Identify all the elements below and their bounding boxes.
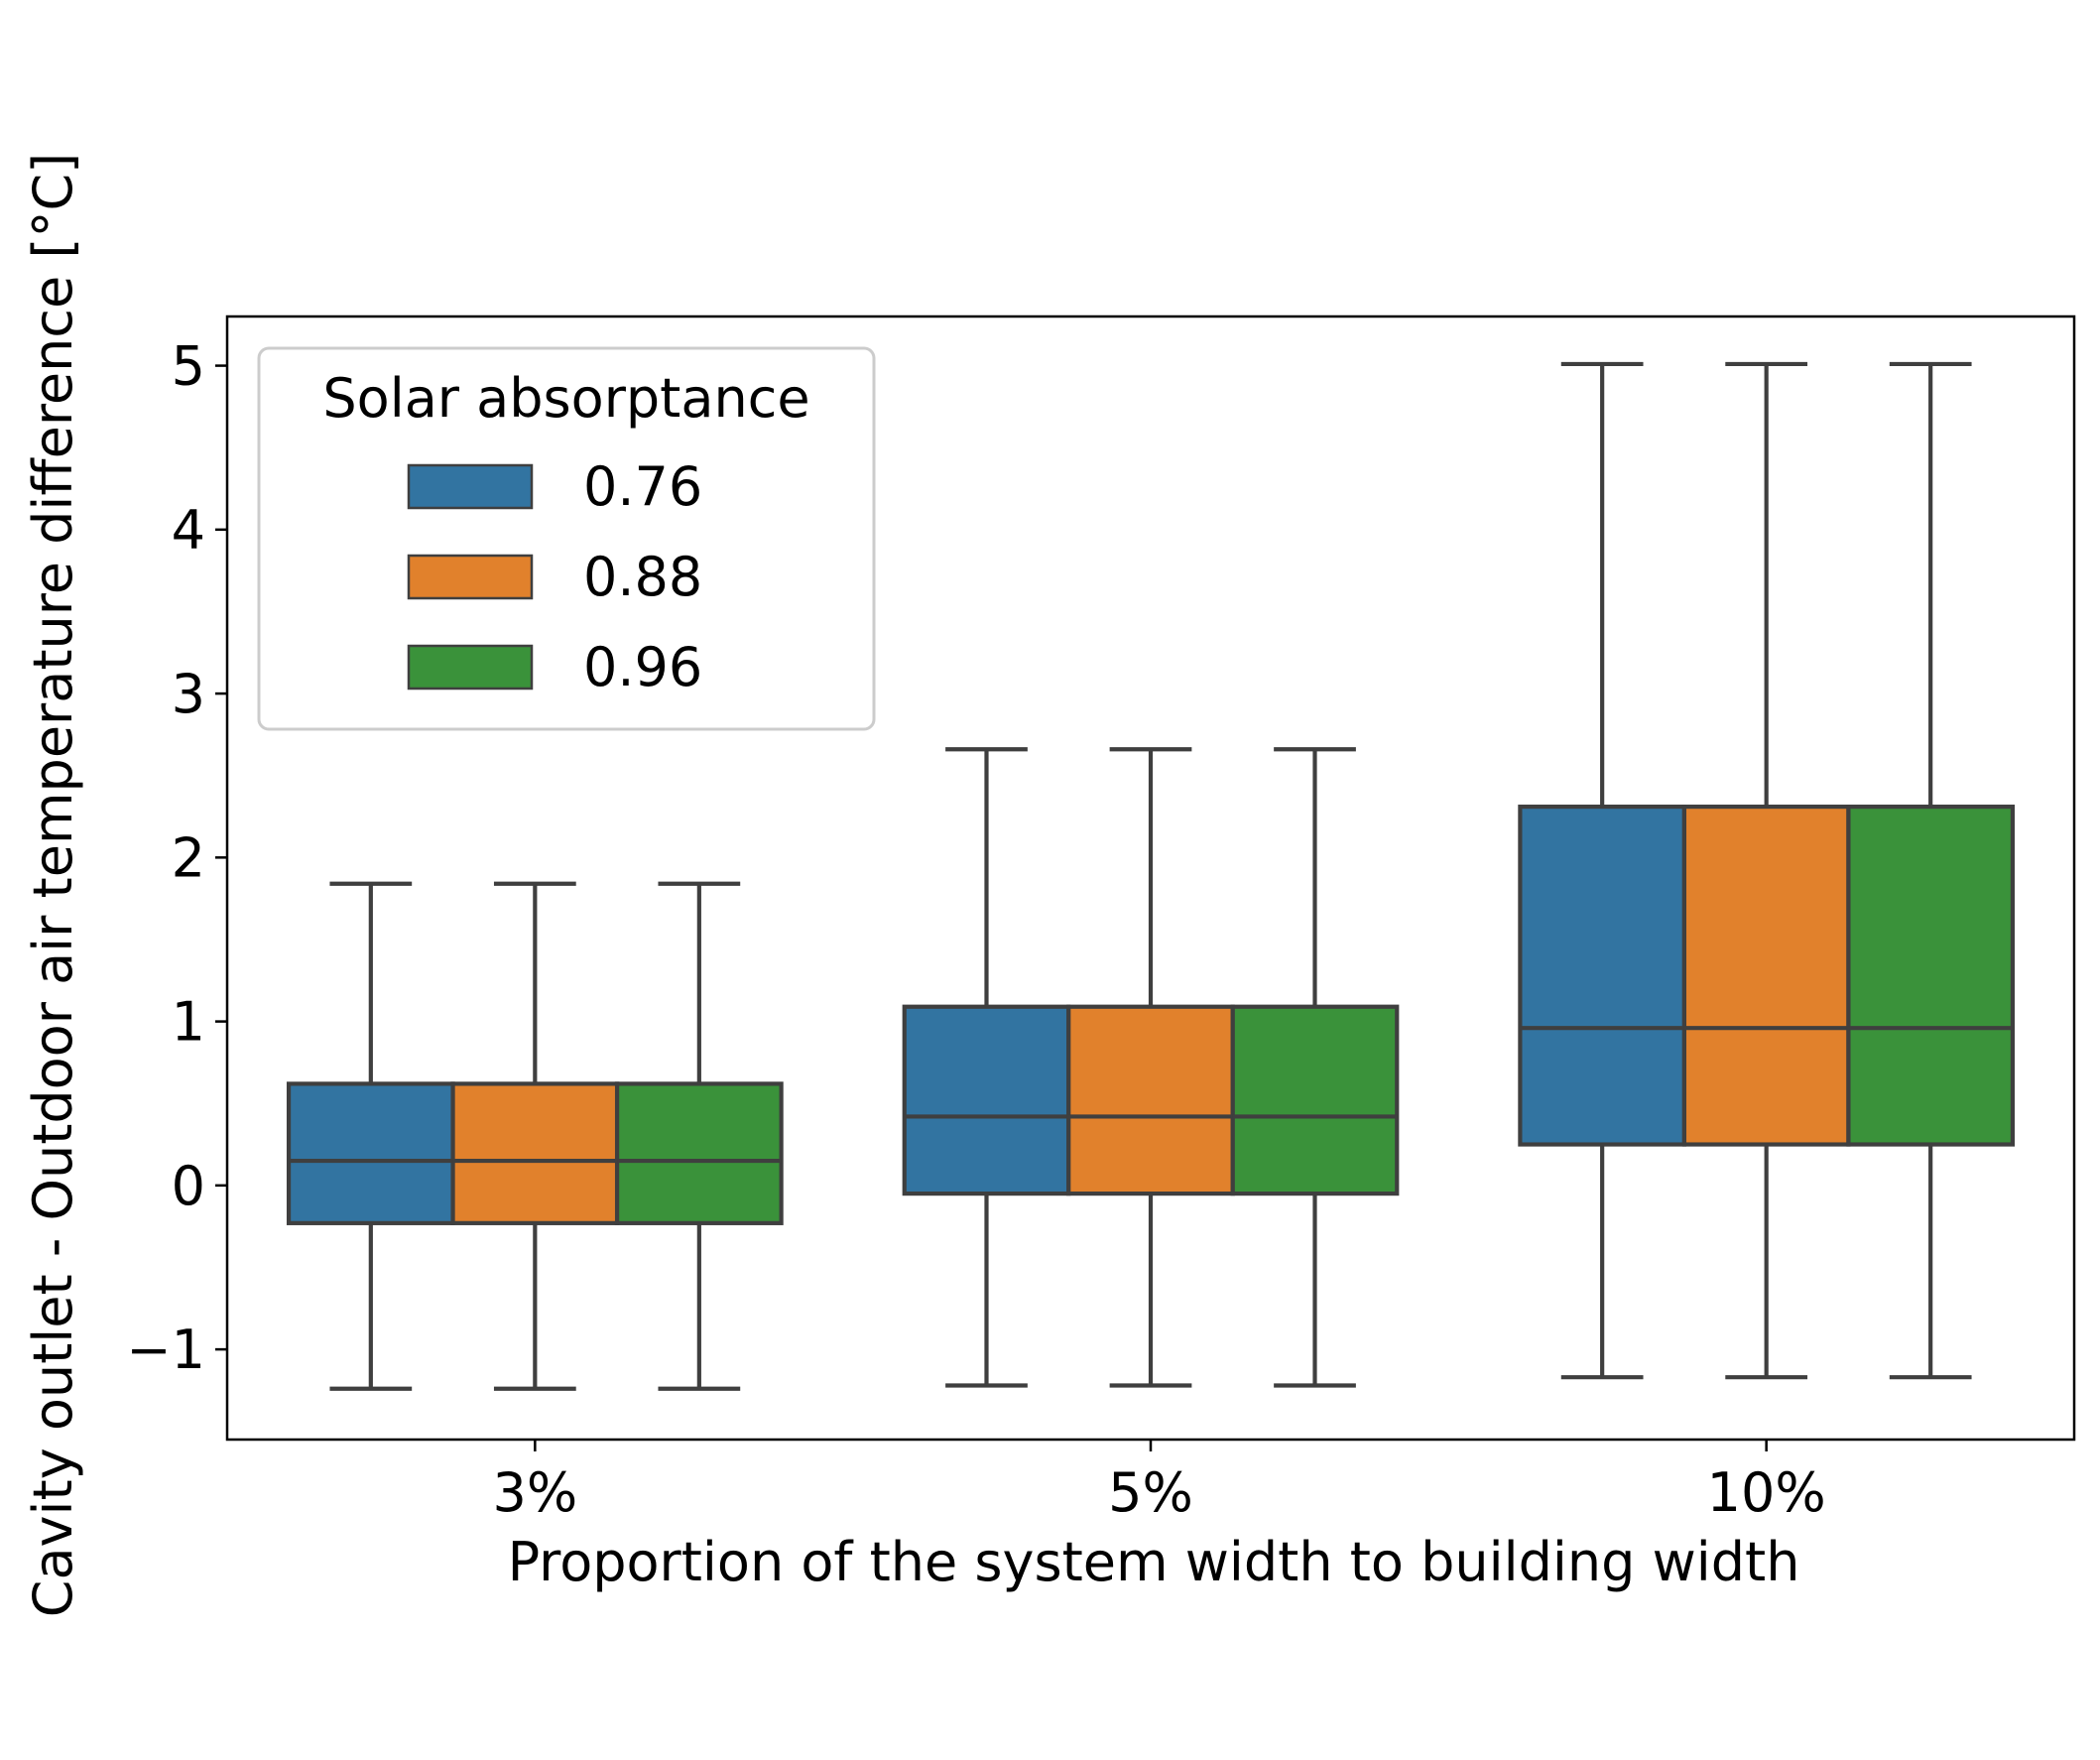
box-5%-0.76 — [902, 747, 1071, 1388]
legend-label-0.88: 0.88 — [583, 546, 702, 608]
box-10%-0.76 — [1518, 361, 1687, 1380]
iqr-box — [614, 1081, 784, 1225]
box-3%-0.88 — [450, 881, 620, 1391]
y-tick-label: 0 — [172, 1155, 205, 1217]
legend-title: Solar absorptance — [322, 367, 809, 430]
iqr-box — [1066, 1004, 1235, 1196]
iqr-box — [1518, 805, 1687, 1147]
iqr-box — [286, 1081, 455, 1225]
legend-frame — [257, 346, 876, 731]
y-tick-label: 2 — [172, 826, 205, 889]
box-5%-0.88 — [1066, 747, 1235, 1388]
y-tick-label: 3 — [172, 663, 205, 725]
y-tick-label: 1 — [172, 991, 205, 1054]
box-3%-0.76 — [286, 881, 455, 1391]
legend: Solar absorptance 0.76 0.88 0.96 — [257, 346, 876, 731]
x-axis-title: Proportion of the system width to buildi… — [508, 1531, 1800, 1593]
legend-label-0.96: 0.96 — [583, 636, 702, 698]
x-tick-label: 5% — [1108, 1461, 1193, 1524]
iqr-box — [1230, 1004, 1400, 1196]
legend-swatch-0.88 — [407, 554, 534, 600]
box-3%-0.96 — [614, 881, 784, 1391]
x-tick-label: 10% — [1707, 1461, 1826, 1524]
iqr-box — [1846, 805, 2016, 1147]
x-tick-label: 3% — [492, 1461, 577, 1524]
y-tick-label: −1 — [126, 1319, 205, 1381]
y-axis-title: Cavity outlet - Outdoor air temperature … — [22, 153, 84, 1617]
axes-layer: −1 0 1 2 3 4 5 3% 5% 10% — [126, 314, 2076, 1524]
iqr-box — [1681, 805, 1851, 1147]
y-tick-label: 5 — [172, 335, 205, 398]
iqr-box — [902, 1004, 1071, 1196]
y-tick-label: 4 — [172, 499, 205, 562]
iqr-box — [450, 1081, 620, 1225]
box-10%-0.88 — [1681, 361, 1851, 1380]
box-10%-0.96 — [1846, 361, 2016, 1380]
legend-swatch-0.96 — [407, 644, 534, 691]
boxes-layer — [286, 361, 2016, 1391]
legend-label-0.76: 0.76 — [583, 455, 702, 518]
legend-swatch-0.76 — [407, 463, 534, 510]
box-5%-0.96 — [1230, 747, 1400, 1388]
